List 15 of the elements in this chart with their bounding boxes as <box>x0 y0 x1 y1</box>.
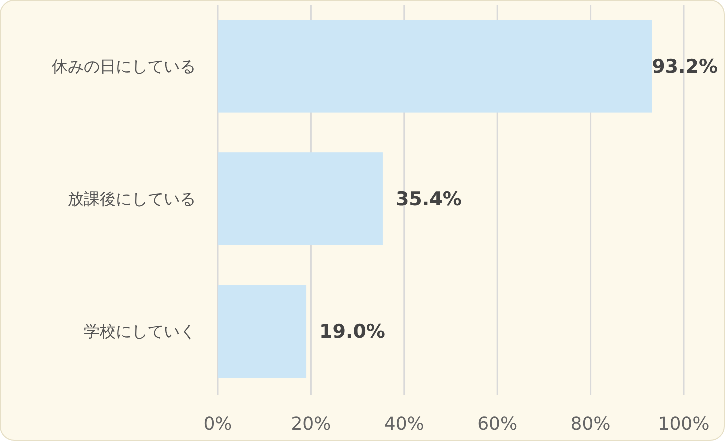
y-tick-label: 休みの日にしている <box>52 57 196 76</box>
x-tick-label: 0% <box>204 414 232 435</box>
data-label: 35.4% <box>396 188 462 211</box>
y-tick-label: 放課後にしている <box>68 190 196 209</box>
x-tick-label: 100% <box>658 414 710 435</box>
data-label: 19.0% <box>320 321 386 344</box>
bar <box>218 152 383 246</box>
x-tick-label: 20% <box>291 414 332 435</box>
x-tick-label: 80% <box>570 414 611 435</box>
bar <box>218 20 652 113</box>
x-tick-label: 40% <box>384 414 424 435</box>
x-tick-label: 60% <box>478 414 518 435</box>
data-label: 93.2% <box>652 56 718 78</box>
y-tick-label: 学校にしていく <box>84 322 196 342</box>
bar <box>218 285 307 378</box>
